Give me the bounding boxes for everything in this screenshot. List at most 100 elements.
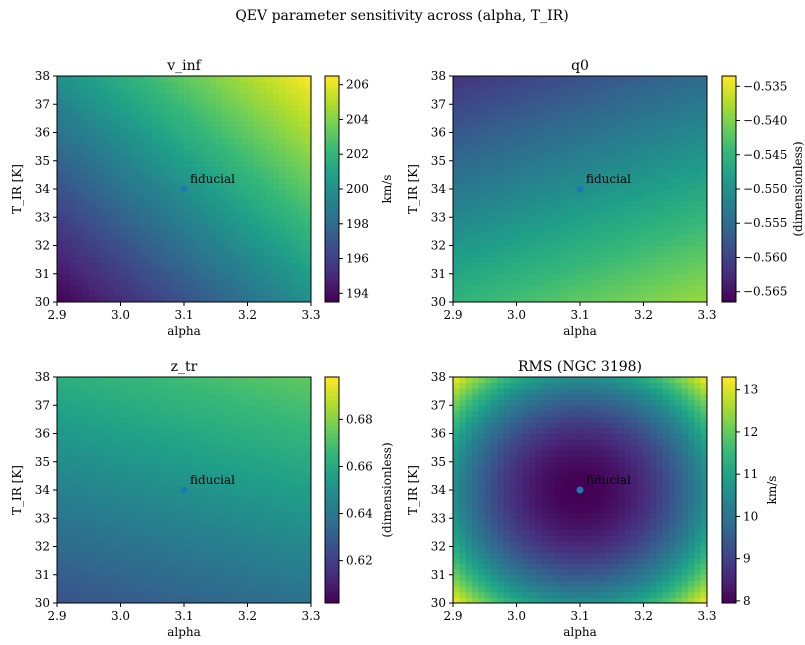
heatmap-cell	[190, 87, 198, 94]
heatmap-cell	[548, 189, 556, 196]
heatmap-cell	[69, 104, 77, 111]
heatmap-cell	[253, 574, 261, 581]
heatmap-cell	[69, 149, 77, 156]
heatmap-cell	[253, 211, 261, 218]
heatmap-cell	[190, 234, 198, 241]
heatmap-cell	[253, 580, 261, 587]
heatmap-cell	[580, 115, 587, 122]
heatmap-cell	[215, 217, 223, 224]
heatmap-cell	[101, 439, 109, 446]
heatmap-cell	[291, 104, 299, 111]
heatmap-cell	[228, 109, 236, 117]
heatmap-cell	[304, 245, 312, 252]
colorbar-segment	[722, 94, 736, 99]
heatmap-cell	[605, 222, 613, 230]
heatmap-cell	[662, 177, 670, 184]
heatmap-cell	[291, 433, 299, 440]
heatmap-cell	[82, 552, 90, 559]
heatmap-cell	[260, 143, 268, 150]
heatmap-cell	[453, 104, 460, 111]
heatmap-cell	[580, 251, 587, 258]
heatmap-cell	[126, 410, 134, 418]
heatmap-cell	[624, 155, 632, 162]
heatmap-cell	[82, 155, 90, 162]
heatmap-cell	[190, 478, 198, 485]
heatmap-cell	[107, 422, 115, 429]
heatmap-cell	[95, 183, 102, 190]
heatmap-cell	[222, 580, 229, 587]
heatmap-cell	[209, 597, 217, 604]
heatmap-cell	[586, 285, 594, 292]
heatmap-cell	[675, 132, 683, 139]
heatmap-cell	[260, 268, 268, 275]
heatmap-cell	[145, 574, 153, 581]
heatmap-cell	[453, 211, 460, 218]
colorbar-segment	[722, 83, 736, 88]
heatmap-cell	[63, 580, 71, 587]
heatmap-cell	[541, 177, 549, 184]
heatmap-cell	[484, 115, 492, 122]
heatmap-cell	[209, 518, 217, 525]
heatmap-cell	[228, 132, 236, 139]
heatmap-cell	[291, 138, 299, 145]
heatmap-cell	[694, 234, 702, 241]
heatmap-cell	[133, 183, 141, 190]
heatmap-cell	[580, 143, 587, 150]
heatmap-cell	[234, 194, 242, 201]
heatmap-cell	[285, 205, 293, 213]
heatmap-cell	[573, 166, 581, 173]
heatmap-cell	[152, 205, 160, 213]
heatmap-cell	[484, 279, 492, 286]
heatmap-cell	[222, 205, 229, 213]
heatmap-cell	[107, 109, 115, 117]
heatmap-cell	[76, 473, 83, 480]
heatmap-cell	[260, 205, 268, 213]
heatmap-cell	[272, 251, 280, 258]
heatmap-cell	[126, 98, 134, 105]
heatmap-cell	[298, 512, 306, 519]
heatmap-cell	[196, 382, 204, 389]
heatmap-cell	[171, 535, 179, 542]
heatmap-cell	[139, 456, 147, 463]
heatmap-cell	[76, 388, 83, 395]
heatmap-cell	[171, 268, 179, 275]
heatmap-cell	[662, 279, 670, 286]
heatmap-cell	[241, 563, 248, 570]
heatmap-cell	[82, 523, 90, 531]
heatmap-cell	[649, 189, 657, 196]
heatmap-cell	[285, 501, 293, 508]
heatmap-cell	[107, 87, 115, 94]
heatmap-cell	[114, 393, 121, 401]
heatmap-cell	[177, 211, 185, 218]
heatmap-cell	[497, 217, 505, 224]
heatmap-cell	[133, 540, 141, 547]
heatmap-cell	[491, 273, 498, 280]
heatmap-cell	[472, 138, 479, 145]
heatmap-cell	[196, 217, 204, 224]
heatmap-cell	[247, 183, 255, 190]
heatmap-cell	[63, 290, 71, 297]
heatmap-cell	[228, 450, 236, 457]
heatmap-cell	[611, 172, 619, 179]
heatmap-cell	[687, 256, 695, 263]
heatmap-cell	[171, 410, 179, 418]
heatmap-cell	[548, 211, 556, 218]
heatmap-cell	[656, 76, 664, 83]
heatmap-cell	[139, 439, 147, 446]
heatmap-cell	[580, 189, 587, 196]
heatmap-cell	[120, 405, 128, 412]
heatmap-cell	[133, 285, 141, 292]
heatmap-cell	[228, 580, 236, 587]
heatmap-cell	[656, 81, 664, 88]
heatmap-cell	[253, 427, 261, 434]
heatmap-cell	[453, 98, 460, 105]
heatmap-cell	[88, 518, 96, 525]
heatmap-cell	[126, 160, 134, 167]
heatmap-cell	[272, 76, 280, 83]
heatmap-cell	[209, 262, 217, 269]
heatmap-cell	[548, 245, 556, 252]
heatmap-cell	[203, 189, 210, 196]
heatmap-cell	[497, 256, 505, 263]
heatmap-cell	[260, 200, 268, 207]
heatmap-cell	[567, 143, 575, 150]
